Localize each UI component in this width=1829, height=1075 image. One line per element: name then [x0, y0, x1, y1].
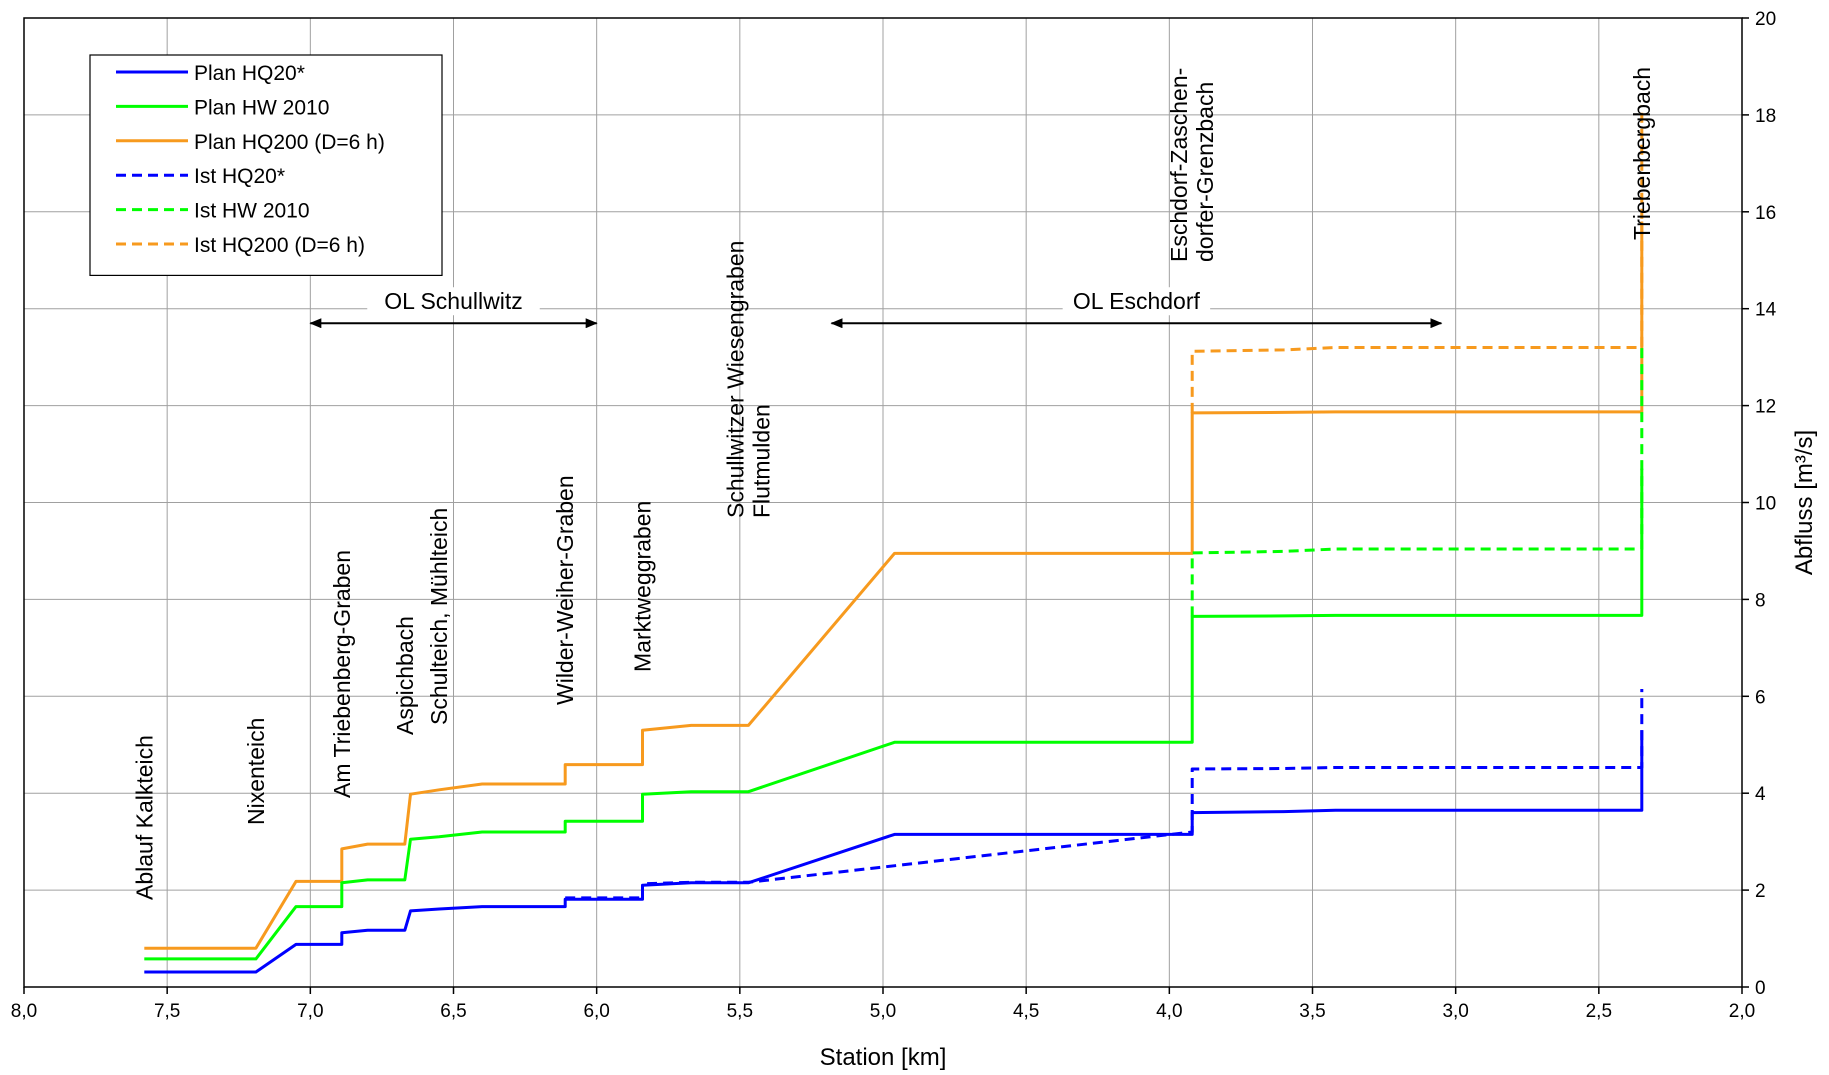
- x-tick-label: 2,5: [1586, 1001, 1612, 1022]
- y-axis: 0 2 4 6 8 10 12 14 16 18 20: [1742, 9, 1777, 999]
- station-label-line: Schulteich, Mühlteich: [426, 508, 452, 725]
- y-tick-label: 4: [1755, 784, 1766, 805]
- station-label-line: Wilder-Weiher-Graben: [552, 475, 578, 705]
- y-tick-label: 0: [1755, 978, 1766, 999]
- x-tick-label: 4,0: [1156, 1001, 1182, 1022]
- y-tick-label: 6: [1755, 687, 1766, 708]
- station-label-line: dorfer-Grenzbach: [1192, 82, 1218, 262]
- legend-entry: Plan HQ200 (D=6 h): [194, 131, 385, 154]
- station-label: Wilder-Weiher-Graben: [552, 475, 578, 705]
- series-line: [1190, 105, 1644, 413]
- annotations: OL Schullwitz OL Eschdorf Ablauf Kalkteich…: [131, 67, 1655, 900]
- y-tick-label: 2: [1755, 881, 1766, 902]
- x-axis: 8,0 7,5 7,0 6,5 6,0 5,5 5,0 4,5 4,0 3,5 3,0 2,5 2,0: [11, 987, 1755, 1022]
- series-line: [1190, 347, 1644, 617]
- station-label: Aspichbach: [392, 616, 418, 735]
- series-line: [565, 689, 1644, 900]
- y-tick-label: 14: [1755, 300, 1777, 321]
- station-label-line: Schullwitzer Wiesengraben: [722, 241, 748, 518]
- y-tick-label: 16: [1755, 203, 1776, 224]
- x-tick-label: 3,5: [1299, 1001, 1325, 1022]
- legend-entry: Ist HW 2010: [194, 200, 310, 223]
- series-layer: [144, 105, 1644, 974]
- x-tick-label: 3,0: [1442, 1001, 1468, 1022]
- station-label-line: Am Triebenberg-Graben: [329, 550, 355, 798]
- legend: Plan HQ20* Plan HW 2010 Plan HQ200 (D=6 h)…: [89, 54, 443, 276]
- station-label: Schullwitzer WiesengrabenFlutmulden: [722, 241, 774, 518]
- y-tick-label: 10: [1755, 494, 1776, 515]
- y-tick-label: 20: [1755, 9, 1776, 30]
- station-label: Nixenteich: [243, 718, 269, 825]
- station-label-line: Marktweggraben: [629, 501, 655, 672]
- station-label: Triebenbergbach: [1629, 67, 1655, 240]
- station-label-line: Aspichbach: [392, 616, 418, 735]
- station-label: Schulteich, Mühlteich: [426, 508, 452, 725]
- station-label: Eschdorf-Zaschen-dorfer-Grenzbach: [1166, 68, 1218, 262]
- x-tick-label: 6,0: [583, 1001, 609, 1022]
- y-tick-label: 8: [1755, 590, 1766, 611]
- x-tick-label: 2,0: [1729, 1001, 1755, 1022]
- x-tick-label: 7,0: [297, 1001, 323, 1022]
- legend-entry: Plan HW 2010: [194, 96, 329, 119]
- x-tick-label: 5,0: [870, 1001, 896, 1022]
- series-line: [144, 468, 1644, 961]
- station-label: Marktweggraben: [629, 501, 655, 672]
- x-tick-label: 7,5: [154, 1001, 180, 1022]
- x-tick-label: 6,5: [440, 1001, 466, 1022]
- legend-entry: Plan HQ20*: [194, 62, 305, 85]
- legend-entry: Ist HQ20*: [194, 165, 285, 188]
- series-line: [144, 221, 1644, 950]
- station-label-line: Nixenteich: [243, 718, 269, 825]
- range-label: OL Schullwitz: [384, 288, 522, 314]
- y-tick-label: 18: [1755, 106, 1776, 127]
- range-label: OL Eschdorf: [1073, 288, 1201, 314]
- station-label-line: Ablauf Kalkteich: [131, 735, 157, 900]
- x-tick-label: 5,5: [727, 1001, 753, 1022]
- station-label: Ablauf Kalkteich: [131, 735, 157, 900]
- range-label-background: [1062, 287, 1211, 316]
- x-tick-label: 4,5: [1013, 1001, 1039, 1022]
- y-axis-title: Abfluss [m³/s]: [1791, 430, 1818, 575]
- station-label-line: Eschdorf-Zaschen-: [1166, 68, 1192, 262]
- x-tick-label: 8,0: [11, 1001, 37, 1022]
- y-tick-label: 12: [1755, 397, 1776, 418]
- x-axis-title: Station [km]: [820, 1044, 947, 1071]
- legend-box: [89, 54, 443, 276]
- station-label-line: Flutmulden: [748, 404, 774, 518]
- range-label-background: [367, 287, 540, 316]
- legend-entry: Ist HQ200 (D=6 h): [194, 234, 365, 257]
- station-label-line: Triebenbergbach: [1629, 67, 1655, 240]
- station-label: Am Triebenberg-Graben: [329, 550, 355, 798]
